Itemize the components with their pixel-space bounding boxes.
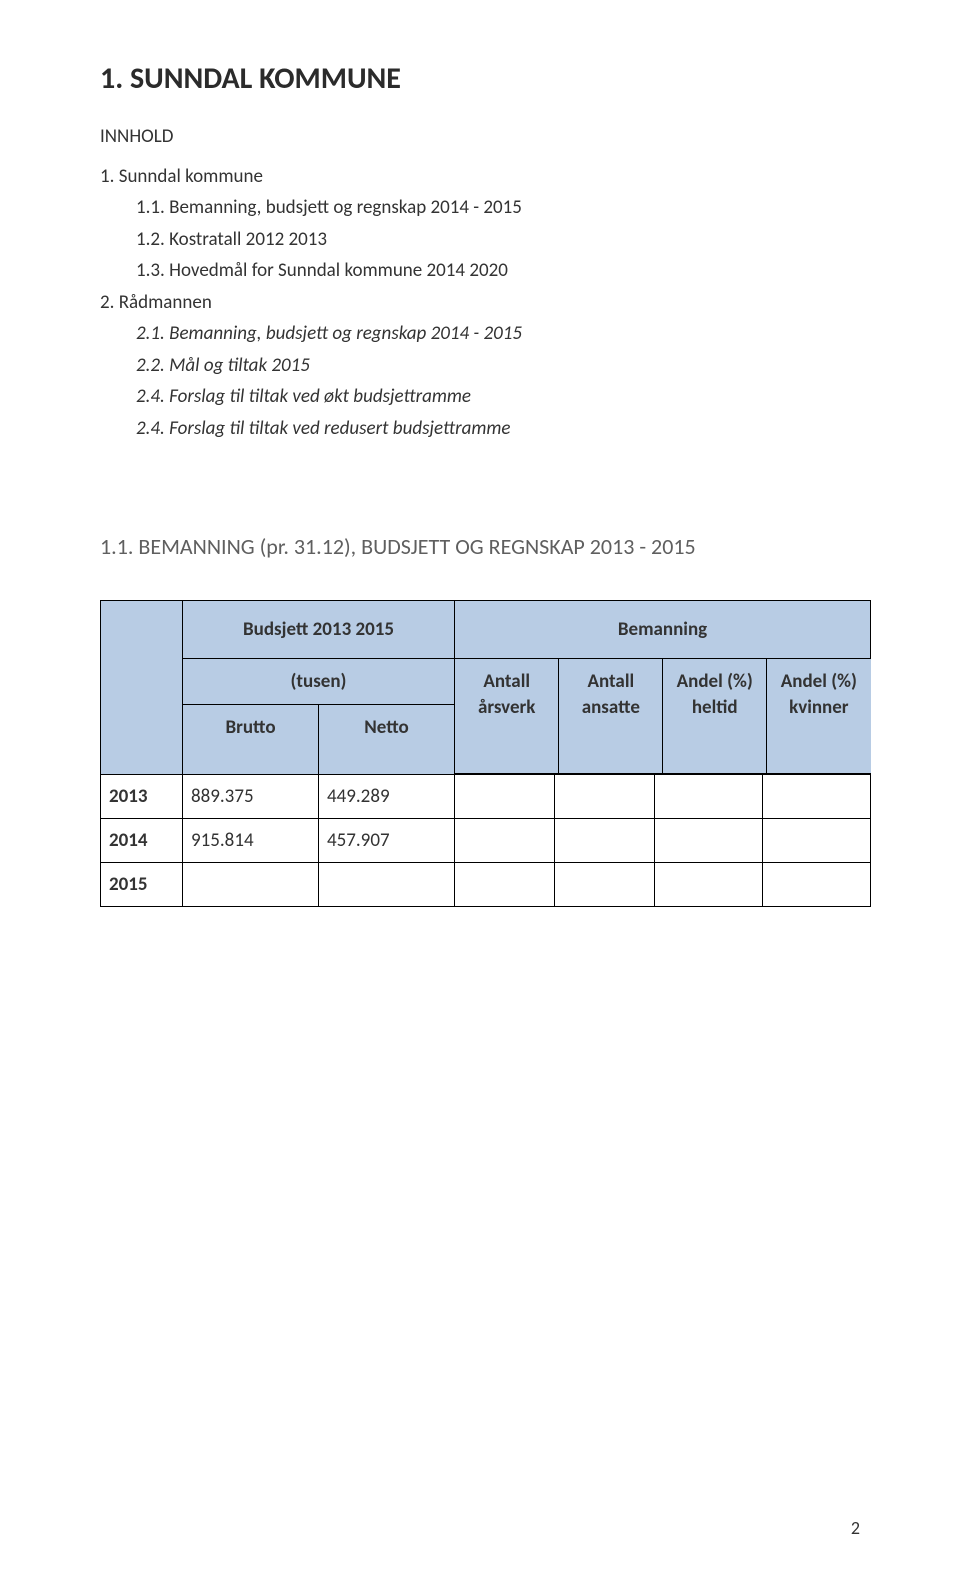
col-label: Antall: [483, 670, 530, 693]
cell-empty: [655, 818, 763, 862]
table-of-contents: 1. Sunndal kommune 1.1. Bemanning, budsj…: [100, 162, 860, 443]
col-label: kvinner: [789, 696, 849, 719]
cell-empty: [655, 774, 763, 818]
cell-empty: [555, 862, 655, 906]
table-header-heltid: Andel (%) heltid: [663, 659, 767, 774]
col-label: heltid: [692, 696, 738, 719]
cell-year: 2015: [101, 862, 183, 906]
table-header-budsjett: Budsjett 2013 2015: [183, 600, 455, 658]
toc-item: 2. Rådmannen: [100, 288, 860, 317]
toc-item: 1.2. Kostratall 2012 2013: [100, 225, 860, 254]
toc-item: 1.1. Bemanning, budsjett og regnskap 201…: [100, 193, 860, 222]
table-header-row: (tusen) Antall årsverk Antall ansatte: [101, 658, 871, 704]
page-number: 2: [851, 1517, 860, 1539]
table-row: 2015: [101, 862, 871, 906]
cell-empty: [455, 774, 555, 818]
col-label: ansatte: [582, 696, 640, 719]
cell-brutto: 915.814: [183, 818, 319, 862]
section-heading: 1.1. BEMANNING (pr. 31.12), BUDSJETT OG …: [100, 533, 860, 560]
main-heading: 1. SUNNDAL KOMMUNE: [100, 60, 860, 97]
cell-empty: [763, 862, 871, 906]
table-header-kvinner: Andel (%) kvinner: [767, 659, 871, 774]
table-header-netto: Netto: [319, 704, 455, 774]
cell-empty: [183, 862, 319, 906]
cell-empty: [555, 818, 655, 862]
col-label: årsverk: [478, 696, 535, 719]
toc-item: 2.4. Forslag til tiltak ved økt budsjett…: [100, 382, 860, 411]
table-row: 2013 889.375 449.289: [101, 774, 871, 818]
col-label: Andel (%): [781, 670, 857, 693]
table-header-ansatte: Antall ansatte: [559, 659, 663, 774]
toc-item: 1.3. Hovedmål for Sunndal kommune 2014 2…: [100, 256, 860, 285]
cell-empty: [763, 818, 871, 862]
cell-empty: [555, 774, 655, 818]
cell-empty: [655, 862, 763, 906]
toc-label: INNHOLD: [100, 125, 860, 148]
table-header-tusen: (tusen): [183, 658, 455, 704]
page: 1. SUNNDAL KOMMUNE INNHOLD 1. Sunndal ko…: [0, 0, 960, 1569]
cell-netto: 457.907: [319, 818, 455, 862]
toc-item: 1. Sunndal kommune: [100, 162, 860, 191]
cell-empty: [455, 862, 555, 906]
toc-item: 2.4. Forslag til tiltak ved redusert bud…: [100, 414, 860, 443]
table-row: 2014 915.814 457.907: [101, 818, 871, 862]
cell-empty: [763, 774, 871, 818]
cell-year: 2014: [101, 818, 183, 862]
cell-brutto: 889.375: [183, 774, 319, 818]
cell-empty: [455, 818, 555, 862]
budget-table: Budsjett 2013 2015 Bemanning (tusen) Ant…: [100, 600, 871, 907]
table-header-blank: [101, 600, 183, 774]
cell-empty: [319, 862, 455, 906]
cell-netto: 449.289: [319, 774, 455, 818]
col-label: Antall: [588, 670, 635, 693]
toc-item: 2.2. Mål og tiltak 2015: [100, 351, 860, 380]
toc-item: 2.1. Bemanning, budsjett og regnskap 201…: [100, 319, 860, 348]
table-header-arsverk: Antall årsverk: [455, 659, 559, 774]
col-label: Andel (%): [677, 670, 753, 693]
cell-year: 2013: [101, 774, 183, 818]
table-header-bemanning: Bemanning: [455, 600, 871, 658]
table-header-brutto: Brutto: [183, 704, 319, 774]
table-header-row: Budsjett 2013 2015 Bemanning: [101, 600, 871, 658]
